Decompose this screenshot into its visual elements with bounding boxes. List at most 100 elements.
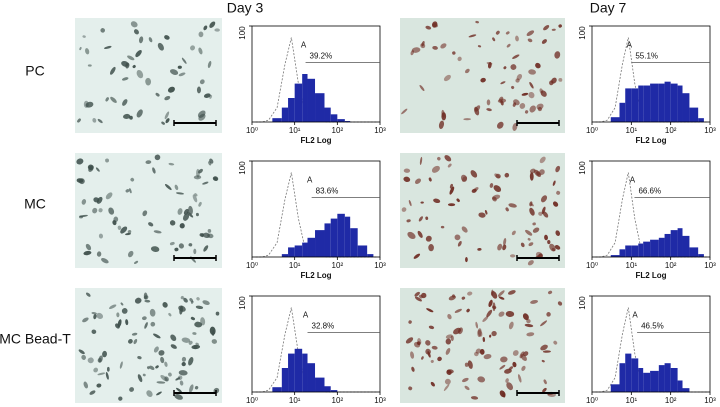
cell — [465, 68, 470, 74]
cell — [508, 290, 516, 295]
cell — [551, 28, 556, 31]
cell — [555, 165, 561, 173]
gate-percentage: 55.1% — [635, 52, 658, 61]
histogram-bar — [344, 121, 351, 122]
histogram-bar — [682, 388, 690, 392]
cell — [430, 381, 435, 387]
cell — [528, 91, 535, 99]
column-header: Day 7 — [590, 0, 627, 16]
cell — [144, 299, 151, 303]
cell — [105, 192, 113, 200]
cell — [145, 77, 152, 86]
cell — [198, 201, 202, 207]
cell — [95, 167, 100, 172]
cell — [155, 92, 160, 97]
cell — [474, 106, 480, 116]
cell — [122, 99, 128, 106]
micrograph — [400, 18, 565, 133]
histogram-bar — [337, 213, 345, 257]
cell — [181, 356, 187, 362]
cell — [542, 211, 549, 218]
histogram-bar — [643, 85, 651, 122]
x-tick-label: 10² — [665, 126, 677, 135]
cell — [138, 36, 144, 44]
histogram-bar — [350, 228, 358, 257]
cell — [428, 177, 432, 182]
cell — [487, 62, 492, 69]
cell — [96, 383, 102, 388]
cell — [503, 66, 507, 70]
x-axis-label: FL2 Log — [635, 136, 666, 145]
histogram-bar — [324, 107, 331, 122]
cell — [419, 84, 425, 92]
cell — [104, 45, 112, 50]
cell — [178, 243, 184, 249]
cell — [519, 103, 526, 109]
x-tick-label: 10² — [332, 396, 344, 405]
histogram-bar — [650, 83, 659, 122]
cell — [125, 232, 131, 236]
cell — [199, 79, 205, 85]
cell — [475, 321, 479, 329]
cell — [180, 295, 184, 300]
plot-frame — [591, 25, 711, 123]
cell — [123, 113, 131, 119]
cell — [182, 213, 190, 221]
histogram-bar — [272, 118, 282, 122]
cell — [505, 378, 509, 383]
cell — [165, 118, 170, 124]
cell — [168, 372, 172, 377]
cell — [521, 365, 526, 371]
histogram-bar — [670, 83, 678, 122]
cell — [484, 210, 488, 215]
micrograph-background — [75, 18, 222, 133]
x-tick-label: 10³ — [704, 126, 716, 135]
cell — [162, 301, 168, 308]
cell — [420, 201, 424, 204]
histogram-bar — [272, 387, 282, 392]
histogram-bar — [610, 117, 620, 122]
cell — [130, 21, 138, 28]
cell — [447, 163, 452, 168]
cell — [164, 361, 168, 367]
cell — [460, 174, 468, 182]
histogram: 10⁰ 10¹ 10² 10³ 100 FL2 Log A39.2% — [238, 25, 386, 145]
cell — [554, 51, 561, 59]
cell — [215, 311, 220, 316]
cell — [153, 346, 159, 353]
y-tick-label: 100 — [238, 161, 247, 175]
cell — [79, 46, 82, 51]
cell — [490, 289, 494, 296]
plot-frame — [251, 295, 381, 393]
cell — [508, 203, 517, 208]
cell — [495, 173, 501, 179]
cell — [168, 162, 175, 166]
cell — [403, 168, 411, 173]
histogram-bar — [682, 93, 690, 122]
micrograph — [75, 18, 222, 133]
cell — [161, 121, 165, 125]
cell — [158, 350, 165, 356]
cell — [452, 51, 456, 55]
x-tick-label: 10¹ — [626, 261, 638, 270]
histogram-bar — [677, 85, 683, 122]
cell — [82, 35, 86, 38]
cell — [177, 208, 183, 215]
cell — [504, 368, 512, 374]
cell — [527, 38, 533, 43]
histogram-bar — [330, 114, 338, 122]
x-tick-label: 10⁰ — [586, 396, 598, 405]
cell — [148, 37, 153, 43]
cell — [81, 354, 86, 360]
cell — [141, 316, 147, 321]
histogram-bar — [315, 230, 325, 257]
cell — [98, 355, 103, 363]
histogram-bar — [619, 102, 626, 122]
y-tick-label: 100 — [238, 296, 247, 310]
cell — [515, 35, 519, 42]
cell — [211, 339, 218, 344]
gate-percentage: 66.6% — [638, 187, 661, 196]
y-tick-label: 100 — [578, 296, 587, 310]
row-label: MC — [24, 196, 46, 212]
